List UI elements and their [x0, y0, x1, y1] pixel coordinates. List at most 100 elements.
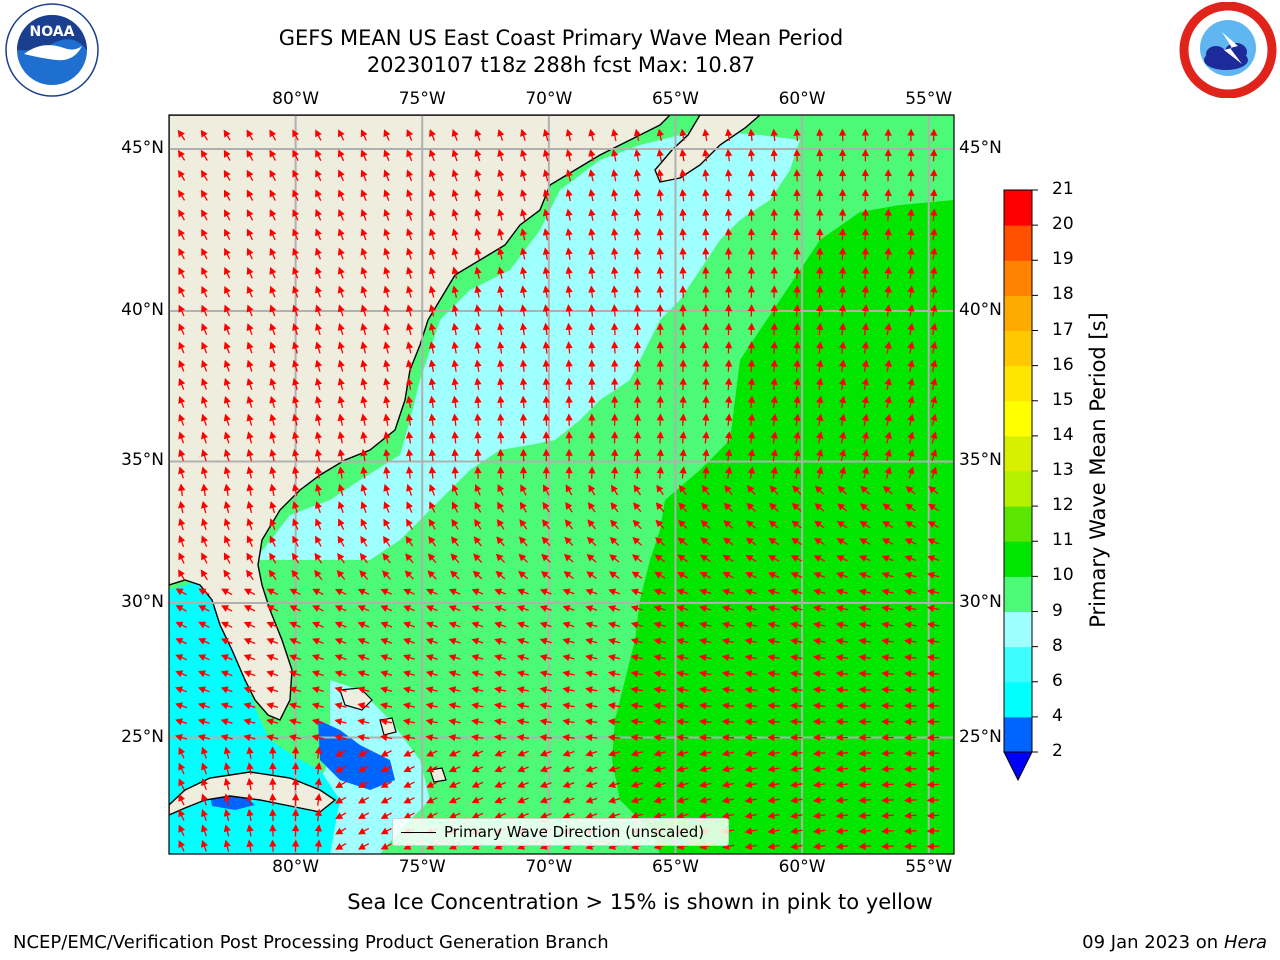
wave-arrow-667	[655, 537, 665, 546]
wave-arrow-1261	[246, 209, 254, 221]
wave-arrow-1419	[747, 128, 756, 142]
wave-arrow-609	[881, 571, 894, 579]
wave-arrow-1309	[565, 188, 573, 202]
wave-arrow-1412	[588, 128, 596, 141]
wave-arrow-552	[357, 588, 370, 596]
wave-arrow-372	[904, 686, 917, 694]
wave-arrow-709	[836, 520, 848, 529]
wave-arrow-1327	[200, 169, 208, 181]
wave-arrow-213	[380, 749, 392, 757]
wave-arrow-158	[676, 781, 689, 789]
wave-arrow-1163	[337, 266, 345, 279]
wave-arrow-662	[541, 536, 551, 547]
wave-arrow-469	[790, 637, 803, 645]
wave-arrow-230	[767, 749, 780, 757]
wave-arrow-1268	[406, 208, 414, 221]
wave-arrow-1378	[588, 149, 596, 162]
wave-arrow-785	[246, 466, 254, 479]
wave-arrow-1195	[292, 247, 300, 260]
lon-tick-bottom-0: 80°W	[272, 857, 320, 877]
wave-arrow-713	[927, 521, 939, 528]
wave-arrow-382	[357, 670, 370, 678]
wave-arrow-1009	[702, 359, 710, 372]
wave-arrow-295	[698, 718, 712, 726]
wave-arrow-174	[269, 762, 277, 775]
wave-arrow-500	[721, 621, 735, 629]
wave-arrow-339	[926, 702, 940, 710]
wave-arrow-1187	[884, 266, 892, 279]
wave-arrow-1243	[611, 228, 619, 241]
wave-arrow-544	[175, 588, 187, 596]
wave-arrow-1272	[497, 208, 505, 221]
wave-arrow-665	[609, 536, 620, 546]
wave-arrow-219	[517, 749, 529, 757]
wave-arrow-765	[565, 484, 573, 496]
wave-arrow-1125	[246, 285, 254, 298]
wave-arrow-846	[861, 448, 869, 462]
wave-arrow-729	[519, 501, 527, 513]
wave-arrow-1238	[497, 228, 505, 241]
wave-arrow-654	[360, 535, 368, 547]
wave-arrow-91	[699, 812, 712, 820]
wave-arrow-873	[702, 431, 710, 444]
wave-arrow-267	[835, 733, 849, 742]
wave-arrow-1307	[520, 189, 528, 202]
wave-arrow-700	[632, 519, 642, 530]
wave-arrow-949	[884, 395, 892, 408]
wave-arrow-726	[451, 501, 459, 513]
wave-arrow-733	[610, 502, 619, 513]
wave-arrow-224	[630, 749, 643, 757]
wave-arrow-1162	[315, 266, 322, 279]
wave-arrow-1363	[246, 149, 254, 161]
wave-arrow-781	[928, 486, 939, 495]
wave-arrow-105	[246, 793, 254, 806]
wave-arrow-1138	[542, 285, 550, 298]
wave-arrow-849	[930, 449, 938, 462]
wave-arrow-1394	[177, 129, 186, 141]
wave-arrow-967	[519, 377, 528, 390]
wave-arrow-624	[450, 553, 460, 564]
wave-arrow-837	[656, 448, 664, 462]
wave-arrow-434	[767, 653, 780, 662]
wave-arrow-243	[288, 734, 302, 742]
wave-arrow-1318	[770, 188, 778, 202]
wave-arrow-1174	[588, 266, 596, 279]
wave-arrow-1114	[770, 304, 778, 317]
wave-arrow-1131	[383, 285, 391, 298]
wave-arrow-346	[311, 686, 324, 694]
wave-arrow-443	[198, 637, 210, 645]
wave-arrow-1006	[633, 359, 642, 372]
lon-tick-top-0: 80°W	[272, 89, 320, 109]
wave-arrow-231	[790, 749, 803, 757]
wave-arrow-414	[311, 654, 324, 662]
wave-arrow-472	[858, 637, 871, 645]
wave-arrow-1373	[474, 149, 482, 162]
wave-arrow-699	[610, 519, 619, 530]
wave-arrow-842	[770, 448, 778, 462]
wave-arrow-894	[405, 413, 414, 426]
wave-arrow-763	[520, 484, 527, 496]
wave-arrow-650	[269, 535, 277, 547]
wave-arrow-721	[337, 501, 345, 513]
wave-arrow-1241	[565, 228, 573, 241]
wave-arrow-1120	[907, 304, 915, 317]
wave-arrow-513	[243, 605, 256, 612]
wave-arrow-1371	[428, 149, 436, 162]
wave-arrow-936	[588, 395, 596, 409]
wave-arrow-270	[904, 733, 917, 742]
wave-arrow-962	[405, 377, 414, 391]
wave-arrow-912	[816, 413, 824, 426]
wave-arrow-1111	[702, 304, 710, 317]
wave-arrow-869	[611, 431, 619, 444]
wave-arrow-1252	[816, 228, 824, 241]
wave-arrow-241	[243, 734, 256, 742]
wave-arrow-1263	[292, 209, 300, 221]
wave-arrow-990	[269, 359, 277, 372]
wave-arrow-939	[656, 395, 664, 409]
wave-arrow-456	[494, 637, 507, 645]
wave-arrow-399	[744, 670, 757, 678]
wave-arrow-675	[836, 538, 848, 545]
wave-arrow-872	[679, 431, 687, 444]
wave-arrow-256	[585, 733, 598, 742]
wave-arrow-259	[653, 733, 666, 742]
